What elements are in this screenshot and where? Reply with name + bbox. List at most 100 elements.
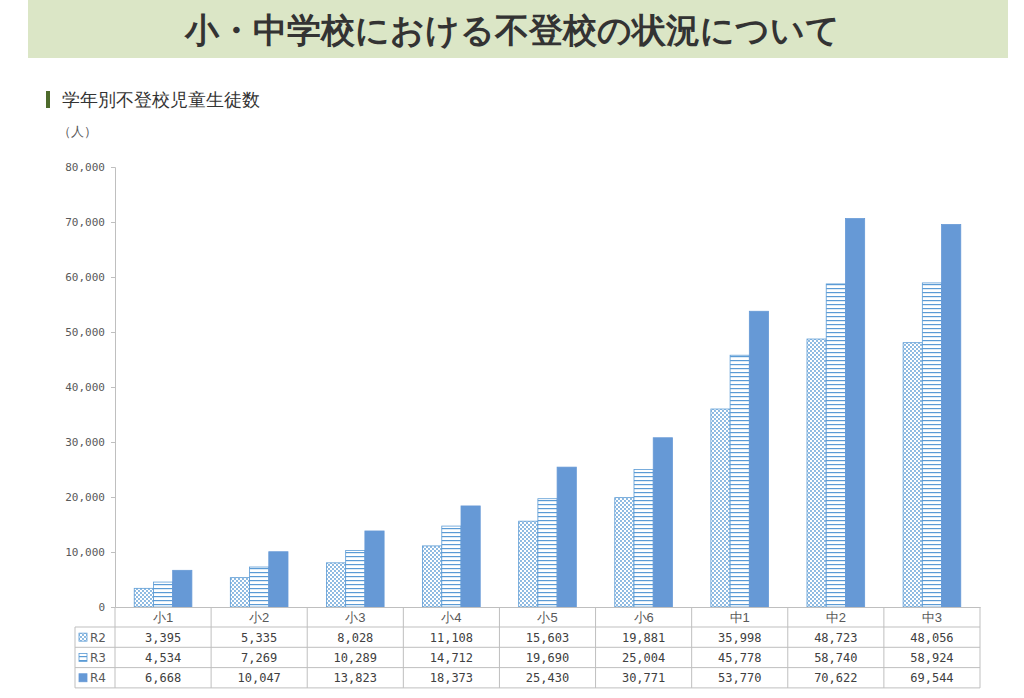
x-tick-label: 小4 [441,610,461,625]
y-axis: 0 10,000 20,000 30,000 40,000 50,000 60,000 70,… [65,161,115,614]
bar [134,588,153,607]
data-label: 58,924 [910,651,953,665]
y-tick-label: 80,000 [65,161,105,174]
data-label: 53,770 [718,671,761,685]
x-tick-label: 小3 [345,610,365,625]
bar [903,343,922,607]
table-line [691,607,692,688]
data-label: 3,395 [145,631,181,645]
bar-series [134,339,922,607]
legend-label: R3 [90,651,106,665]
y-tick-mark [111,442,115,443]
x-tick: 小1 [153,607,173,625]
data-label: 5,335 [241,631,277,645]
bar-series [173,219,961,607]
x-tick: 中2 [826,607,846,625]
data-label: 30,771 [622,671,665,685]
y-tick: 30,000 [65,436,115,449]
bar [807,339,826,607]
y-tick-label: 60,000 [65,271,105,284]
table-line [307,607,308,688]
bar [442,526,461,607]
bar [423,546,442,607]
bar [269,552,288,607]
y-tick-label: 20,000 [65,491,105,504]
bar [461,506,480,607]
y-tick: 0 [98,601,115,614]
y-tick-label: 10,000 [65,546,105,559]
x-tick-label: 小5 [537,610,557,625]
y-tick-label: 0 [98,601,105,614]
data-table: R23,3955,3358,02811,10815,60319,88135,99… [75,607,980,688]
table-line [980,607,981,688]
chart: 小・中学校における不登校の状況について学年別不登校児童生徒数（人）010,000… [0,0,1024,698]
y-tick-label: 50,000 [65,326,105,339]
y-tick-label: 70,000 [65,216,105,229]
bar [326,563,345,607]
x-tick: 小3 [345,607,365,625]
bar [749,311,768,607]
y-tick-mark [111,497,115,498]
y-tick-mark [111,387,115,388]
table-line [595,607,596,688]
data-label: 69,544 [910,671,953,685]
data-label: 58,740 [814,651,857,665]
data-label: 6,668 [145,671,181,685]
y-tick-label: 40,000 [65,381,105,394]
y-tick-mark [111,552,115,553]
y-tick: 10,000 [65,546,115,559]
x-tick-label: 中1 [730,610,750,625]
y-tick: 60,000 [65,271,115,284]
x-axis-line [116,607,981,608]
x-tick: 小5 [537,607,557,625]
subtitle-marker [46,91,50,108]
y-tick-mark [111,222,115,223]
y-axis-label: （人） [58,124,97,139]
legend-swatch [79,674,87,682]
x-tick-label: 小2 [249,610,269,625]
bar [346,550,365,607]
table-line [883,607,884,688]
data-label: 48,056 [910,631,953,645]
title: 小・中学校における不登校の状況について [184,10,840,50]
y-tick-mark [111,607,115,608]
x-tick-label: 小1 [153,610,173,625]
bar [365,531,384,607]
bar [922,283,941,607]
data-label: 45,778 [718,651,761,665]
y-tick-label: 30,000 [65,436,105,449]
y-tick: 70,000 [65,216,115,229]
data-label: 11,108 [430,631,473,645]
bar [230,578,249,607]
y-tick: 80,000 [65,161,115,174]
bar [153,582,172,607]
table-line [787,607,788,688]
bar [615,498,634,607]
title-band [28,0,1008,58]
table-line [75,627,76,688]
table-line [499,607,500,688]
legend-label: R4 [90,671,106,685]
data-label: 48,723 [814,631,857,645]
table-line [115,607,116,688]
x-tick-label: 中2 [826,610,846,625]
x-tick: 小2 [249,607,269,625]
x-tick-label: 小6 [633,610,653,625]
bar [538,499,557,607]
bar [711,409,730,607]
y-tick: 20,000 [65,491,115,504]
x-tick: 小6 [633,607,653,625]
y-axis-line [111,168,116,608]
x-tick: 小4 [441,607,461,625]
bar [173,570,192,607]
y-tick-mark [111,277,115,278]
x-tick: 中1 [730,607,750,625]
bar [826,284,845,607]
data-label: 13,823 [334,671,377,685]
data-label: 10,289 [334,651,377,665]
data-label: 19,881 [622,631,665,645]
y-tick: 40,000 [65,381,115,394]
data-label: 10,047 [237,671,280,685]
bar [519,521,538,607]
x-tick: 中3 [922,607,942,625]
